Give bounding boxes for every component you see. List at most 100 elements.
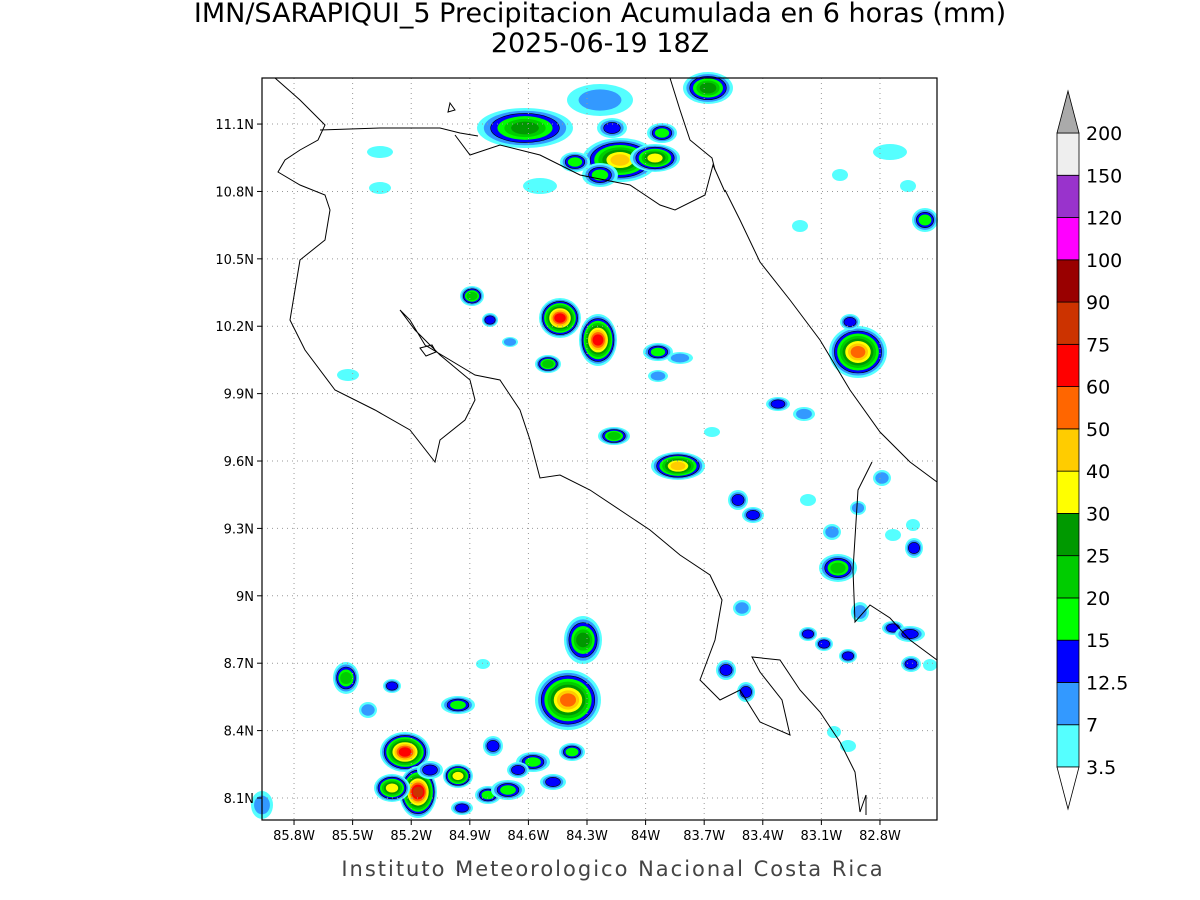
colorbar-under [1056,766,1080,811]
precip-cell [719,664,733,676]
coastlines [274,77,938,815]
colorbar-segment [1056,428,1080,472]
precip-cell [369,182,391,194]
colorbar-segment [1056,386,1080,430]
title: IMN/SARAPIQUI_5 Precipitacion Acumulada … [194,0,1006,29]
map-frame [261,77,938,821]
x-tick-label: 83.7W [683,829,725,844]
colorbar-label: 3.5 [1086,757,1116,779]
colorbar-segment [1056,513,1080,557]
colorbar-segment [1056,132,1080,176]
precip-cell [361,704,375,716]
x-tick-label: 84.9W [449,829,491,844]
precip-cell [545,777,561,787]
colorbar-label: 100 [1086,250,1122,272]
precip-cell [842,651,854,661]
precip-cell [560,693,576,707]
island [419,344,437,357]
precip-cell [450,700,466,710]
precip-cell [500,785,516,795]
y-tick-label: 8.4N [224,725,254,740]
coastline [724,189,938,483]
precip-layer [251,72,938,819]
precip-cell [486,740,500,752]
y-tick-label: 9N [236,590,254,605]
precip-cell [554,313,566,323]
colorbar-label: 75 [1086,334,1110,356]
colorbar-segment [1056,174,1080,218]
precip-cell [476,659,490,669]
colorbar-segment [1056,682,1080,726]
x-tick-label: 84W [631,829,661,844]
precip-cell [452,771,464,781]
precip-cell [800,494,816,506]
precip-cell [796,408,812,420]
y-tick-label: 9.6N [224,455,254,470]
axes: 85.8W 85.5W 85.2W 84.9W 84.6W 84.3W 84W 83.7W 83… [215,118,901,844]
precip-cell [699,82,717,94]
border [454,134,726,211]
colorbar-label: 25 [1086,546,1110,568]
precip-cell [908,542,920,554]
colorbar-label: 150 [1086,165,1122,187]
precip-cell [576,632,590,648]
precip-cell [654,128,670,138]
precip-cell [825,526,839,538]
precip-cell [770,399,786,409]
colorbar-label: 200 [1086,123,1122,145]
precip-cell [851,502,865,514]
precip-cell [853,605,867,619]
precip-cell [670,461,686,471]
colorbar-over [1056,89,1080,134]
precip-cell [511,765,525,775]
precip-cell [704,427,720,437]
colorbar-label: 120 [1086,208,1122,230]
coastline [274,77,867,815]
coastline [669,77,716,171]
y-tick-label: 10.8N [215,185,254,200]
precip-cell [455,803,469,813]
precip-cell [873,144,907,160]
colorbar-segment [1056,470,1080,514]
precip-cell [610,154,630,166]
precip-cell [592,334,604,346]
precip-cell [731,494,745,506]
colorbar-segment [1056,639,1080,683]
y-tick-label: 9.3N [224,522,254,537]
coastline [319,127,479,137]
precip-cell [567,157,583,167]
colorbar-label: 90 [1086,292,1110,314]
colorbar-segment [1056,724,1080,768]
precip-cell [603,122,621,134]
precip-cell [818,639,830,649]
precip-cell [885,529,901,541]
precip-cell [503,338,517,346]
precip-cell [647,153,663,163]
precip-cell [337,369,359,381]
colorbar-segment [1056,217,1080,261]
colorbar-segment [1056,343,1080,388]
colorbar-label: 40 [1086,461,1110,483]
precip-cell [650,347,666,357]
y-tick-label: 11.1N [215,118,254,133]
y-tick-label: 8.1N [224,792,254,807]
precip-cell [923,659,937,671]
colorbar-segment [1056,259,1080,303]
x-tick-label: 84.6W [508,829,550,844]
colorbar-segment [1056,597,1080,641]
precip-cell [398,747,412,757]
precip-cell [832,169,848,181]
precip-cell [422,764,438,776]
x-tick-label: 84.3W [566,829,608,844]
y-tick-label: 10.2N [215,320,254,335]
colorbar-label: 30 [1086,503,1110,525]
precip-cell [466,291,478,301]
island [447,101,456,113]
colorbar: 3.5 7 12.5 15 20 25 30 40 50 60 75 90 100 120 150 200 [1056,89,1128,811]
precip-cell [850,346,866,358]
x-tick-label: 85.5W [332,829,374,844]
precip-cell [481,790,495,800]
precip-cell [875,472,889,484]
x-tick-label: 83.4W [742,829,784,844]
